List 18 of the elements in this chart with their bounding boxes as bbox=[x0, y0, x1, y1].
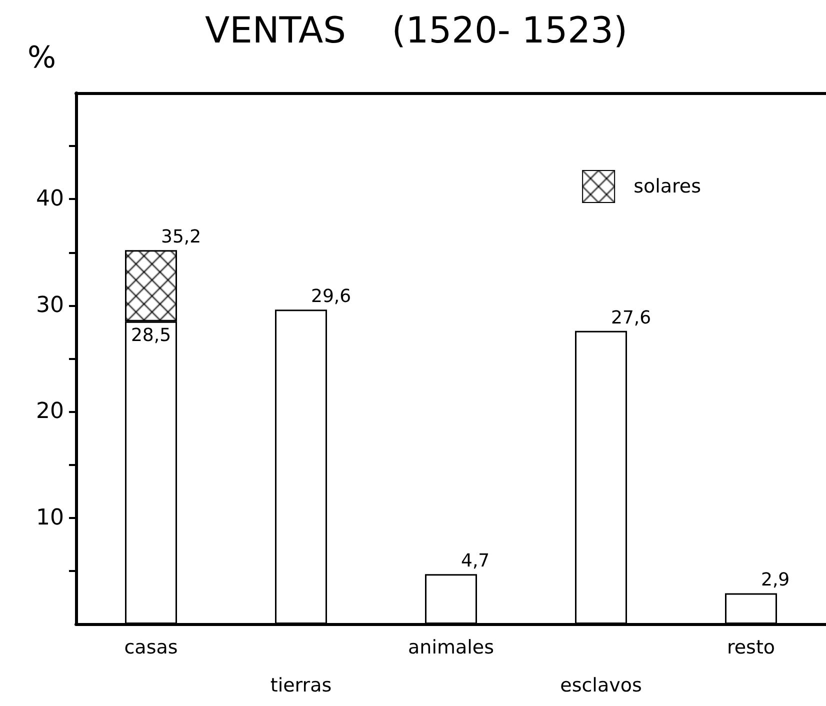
chart-title: VENTAS (1520- 1523) bbox=[205, 10, 628, 52]
y-axis-title: % bbox=[27, 40, 56, 76]
data-label: 27,6 bbox=[611, 307, 652, 328]
data-label: 4,7 bbox=[461, 550, 490, 572]
x-tick-label: tierras bbox=[270, 674, 332, 696]
y-tick-label: 40 bbox=[36, 186, 64, 212]
x-tick-label: esclavos bbox=[560, 674, 642, 696]
data-label: 28,5 bbox=[130, 324, 172, 346]
legend-label: solares bbox=[634, 176, 702, 198]
data-label: 29,6 bbox=[311, 286, 352, 308]
total-label: 35,2 bbox=[161, 226, 202, 248]
data-label: 2,9 bbox=[761, 570, 790, 591]
x-tick-label: resto bbox=[726, 636, 776, 658]
y-tick-label: 10 bbox=[36, 505, 64, 530]
x-tick-label: animales bbox=[408, 636, 494, 658]
y-tick-label: 20 bbox=[36, 399, 64, 424]
x-tick-label: casas bbox=[124, 636, 178, 658]
y-tick-label: 30 bbox=[36, 292, 64, 318]
